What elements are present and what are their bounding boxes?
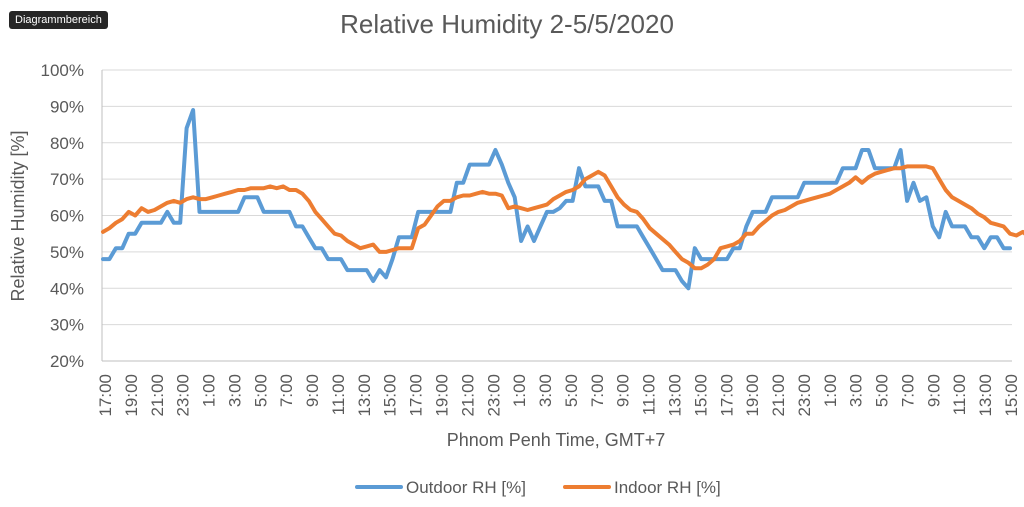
legend-label-outdoor: Outdoor RH [%]	[406, 478, 526, 497]
x-tick-label: 21:00	[458, 374, 477, 417]
x-tick-label: 21:00	[769, 374, 788, 417]
x-tick-label: 15:00	[381, 374, 400, 417]
x-tick-label: 17:00	[717, 374, 736, 417]
x-tick-label: 3:00	[847, 374, 866, 407]
x-axis-title: Phnom Penh Time, GMT+7	[447, 430, 666, 450]
x-tick-label: 19:00	[743, 374, 762, 417]
y-tick-label: 40%	[50, 279, 84, 298]
x-tick-label: 11:00	[329, 374, 348, 415]
series-lines	[101, 108, 1024, 291]
x-tick-label: 13:00	[665, 374, 684, 417]
y-tick-label: 100%	[41, 61, 84, 80]
x-tick-label: 11:00	[950, 374, 969, 415]
series-line-outdoor[interactable]	[101, 108, 1012, 291]
y-tick-label: 80%	[50, 134, 84, 153]
x-tick-label: 23:00	[484, 374, 503, 417]
x-tick-label: 21:00	[148, 374, 167, 417]
x-tick-label: 9:00	[303, 374, 322, 407]
x-tick-label: 23:00	[795, 374, 814, 417]
y-tick-label: 30%	[50, 316, 84, 335]
x-tick-label: 3:00	[536, 374, 555, 407]
y-axis-title: Relative Humidity [%]	[8, 130, 28, 301]
x-tick-label: 11:00	[640, 374, 659, 415]
x-tick-label: 5:00	[251, 374, 270, 407]
x-tick-label: 5:00	[562, 374, 581, 407]
series-line-indoor[interactable]	[101, 164, 1024, 271]
x-tick-label: 23:00	[174, 374, 193, 417]
x-tick-label: 15:00	[691, 374, 710, 417]
x-tick-label: 19:00	[122, 374, 141, 417]
x-tick-label: 7:00	[277, 374, 296, 407]
x-tick-label: 3:00	[225, 374, 244, 407]
x-tick-label: 1:00	[510, 374, 529, 407]
x-tick-label: 19:00	[433, 374, 452, 417]
y-tick-label: 50%	[50, 243, 84, 262]
x-tick-label: 7:00	[588, 374, 607, 407]
y-axis-ticks: 20% 30% 40% 50% 60% 70% 80% 90% 100%	[41, 61, 84, 371]
x-tick-label: 7:00	[898, 374, 917, 407]
legend: Outdoor RH [%] Indoor RH [%]	[355, 478, 721, 497]
y-tick-label: 90%	[50, 97, 84, 116]
y-tick-label: 60%	[50, 207, 84, 226]
x-tick-label: 9:00	[614, 374, 633, 407]
y-tick-label: 70%	[50, 170, 84, 189]
chart-area-tooltip: Diagrammbereich	[9, 11, 108, 29]
chart-title: Relative Humidity 2-5/5/2020	[340, 9, 674, 39]
x-tick-label: 13:00	[976, 374, 995, 417]
legend-label-indoor: Indoor RH [%]	[614, 478, 721, 497]
x-tick-label: 1:00	[200, 374, 219, 407]
x-tick-label: 17:00	[96, 374, 115, 417]
x-tick-label: 15:00	[1002, 374, 1021, 417]
x-tick-label: 17:00	[407, 374, 426, 417]
x-tick-label: 13:00	[355, 374, 374, 417]
gridlines	[101, 69, 1012, 362]
y-tick-label: 20%	[50, 352, 84, 371]
x-axis-ticks: 17:00 19:00 21:00 23:00 1:00 3:00 5:00 7:00 9:00…	[96, 374, 1021, 417]
x-tick-label: 9:00	[924, 374, 943, 407]
x-tick-label: 5:00	[873, 374, 892, 407]
x-tick-label: 1:00	[821, 374, 840, 407]
